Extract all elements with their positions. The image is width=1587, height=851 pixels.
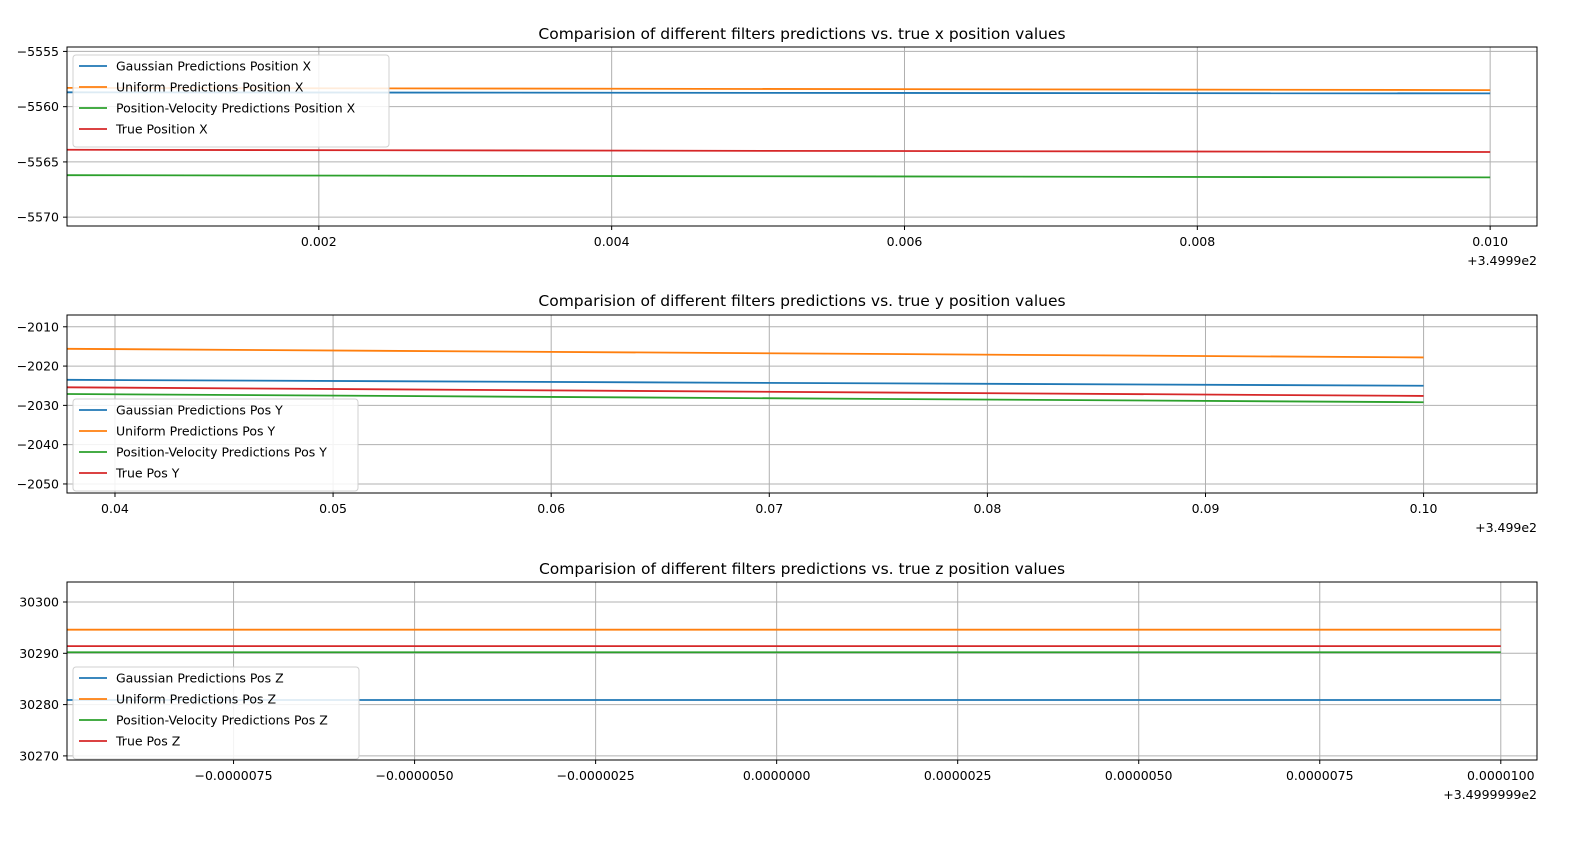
legend-label: True Position X (115, 122, 208, 137)
y-tick-label: −2050 (17, 476, 59, 491)
legend-label: Gaussian Predictions Pos Y (116, 403, 283, 418)
x-tick-label: −0.0000075 (195, 768, 273, 783)
x-tick-label: 0.07 (755, 501, 783, 516)
x-tick-label: 0.006 (887, 234, 923, 249)
legend-label: Gaussian Predictions Pos Z (116, 671, 284, 686)
x-tick-label: 0.10 (1410, 501, 1438, 516)
x-tick-label: 0.0000000 (743, 768, 811, 783)
y-tick-label: −5570 (17, 210, 59, 225)
x-tick-label: 0.0000025 (924, 768, 992, 783)
x-offset-label: +3.499e2 (1475, 520, 1537, 535)
legend-item: Uniform Predictions Pos Y (79, 424, 275, 439)
x-tick-label: 0.0000075 (1286, 768, 1354, 783)
legend-label: Position-Velocity Predictions Pos Z (116, 713, 328, 728)
legend-box (72, 666, 360, 760)
legend-label: Uniform Predictions Pos Z (116, 692, 276, 707)
series-line-2 (66, 347, 1424, 359)
y-tick-label: −2020 (17, 359, 59, 374)
y-tick-label: −2010 (17, 319, 59, 334)
y-tick-label: 30270 (19, 748, 59, 763)
legend-box (72, 54, 390, 148)
legend-item: Position-Velocity Predictions Position X (79, 101, 356, 116)
chart-title: Comparision of different filters predict… (538, 25, 1065, 43)
x-tick-label: 0.004 (594, 234, 630, 249)
y-tick-label: −5555 (17, 44, 59, 59)
legend: Gaussian Predictions Pos Y Uniform Predic… (72, 398, 359, 492)
legend-label: Uniform Predictions Position X (116, 80, 304, 95)
series-line-3 (66, 174, 1491, 179)
subplot-2: 0.04 0.05 0.06 0.07 0.08 0.09 0.10 −2010 −2020 −2… (17, 292, 1538, 535)
legend-item: Gaussian Predictions Position X (79, 59, 312, 74)
legend-item: Gaussian Predictions Pos Z (79, 671, 284, 686)
y-tick-label: 30290 (19, 646, 59, 661)
legend-item: Uniform Predictions Position X (79, 80, 304, 95)
x-tick-label: 0.0000100 (1467, 768, 1535, 783)
plot-frame (66, 581, 1538, 761)
legend: Gaussian Predictions Pos Z Uniform Predic… (72, 666, 360, 760)
x-tick-label: 0.010 (1472, 234, 1508, 249)
x-tick-label: 0.0000050 (1105, 768, 1173, 783)
x-offset-label: +3.4999e2 (1467, 253, 1537, 268)
x-tick-label: 0.06 (537, 501, 565, 516)
subplot-1: 0.002 0.004 0.006 0.008 0.010 −5555 −5560 −5565… (17, 25, 1538, 268)
legend-label: Uniform Predictions Pos Y (116, 424, 275, 439)
subplot-3: −0.0000075 −0.0000050 −0.0000025 0.0000000 0… (19, 560, 1538, 802)
x-offset-label: +3.4999999e2 (1443, 787, 1537, 802)
legend-item: True Position X (79, 122, 208, 137)
chart-title: Comparision of different filters predict… (539, 560, 1065, 578)
x-tick-label: −0.0000050 (376, 768, 454, 783)
y-tick-label: 30280 (19, 697, 59, 712)
y-tick-label: −2040 (17, 437, 59, 452)
x-tick-label: 0.04 (101, 501, 129, 516)
series-line-4 (66, 386, 1424, 397)
legend-label: True Pos Y (115, 466, 180, 481)
chart-title: Comparision of different filters predict… (538, 292, 1065, 310)
x-tick-label: 0.002 (301, 234, 337, 249)
series-line-1 (66, 378, 1424, 387)
y-tick-label: −5560 (17, 99, 59, 114)
series-line-4 (66, 148, 1491, 153)
x-tick-label: 0.05 (319, 501, 347, 516)
legend-label: True Pos Z (115, 734, 180, 749)
legend-box (72, 398, 359, 492)
y-tick-label: 30300 (19, 595, 59, 610)
plot-frame (66, 314, 1538, 494)
legend-item: Uniform Predictions Pos Z (79, 692, 276, 707)
series-line-3 (66, 393, 1424, 404)
legend-item: Gaussian Predictions Pos Y (79, 403, 283, 418)
legend-item: True Pos Z (79, 734, 180, 749)
legend-item: True Pos Y (79, 466, 180, 481)
legend-label: Gaussian Predictions Position X (116, 59, 312, 74)
plot-frame (66, 46, 1538, 227)
x-tick-label: 0.008 (1179, 234, 1215, 249)
legend-item: Position-Velocity Predictions Pos Z (79, 713, 328, 728)
legend-label: Position-Velocity Predictions Pos Y (116, 445, 327, 460)
legend-label: Position-Velocity Predictions Position X (116, 101, 356, 116)
legend: Gaussian Predictions Position X Uniform P… (72, 54, 390, 148)
x-tick-label: 0.08 (973, 501, 1001, 516)
legend-item: Position-Velocity Predictions Pos Y (79, 445, 327, 460)
x-tick-label: −0.0000025 (557, 768, 635, 783)
y-tick-label: −5565 (17, 154, 59, 169)
x-tick-label: 0.09 (1192, 501, 1220, 516)
y-tick-label: −2030 (17, 398, 59, 413)
